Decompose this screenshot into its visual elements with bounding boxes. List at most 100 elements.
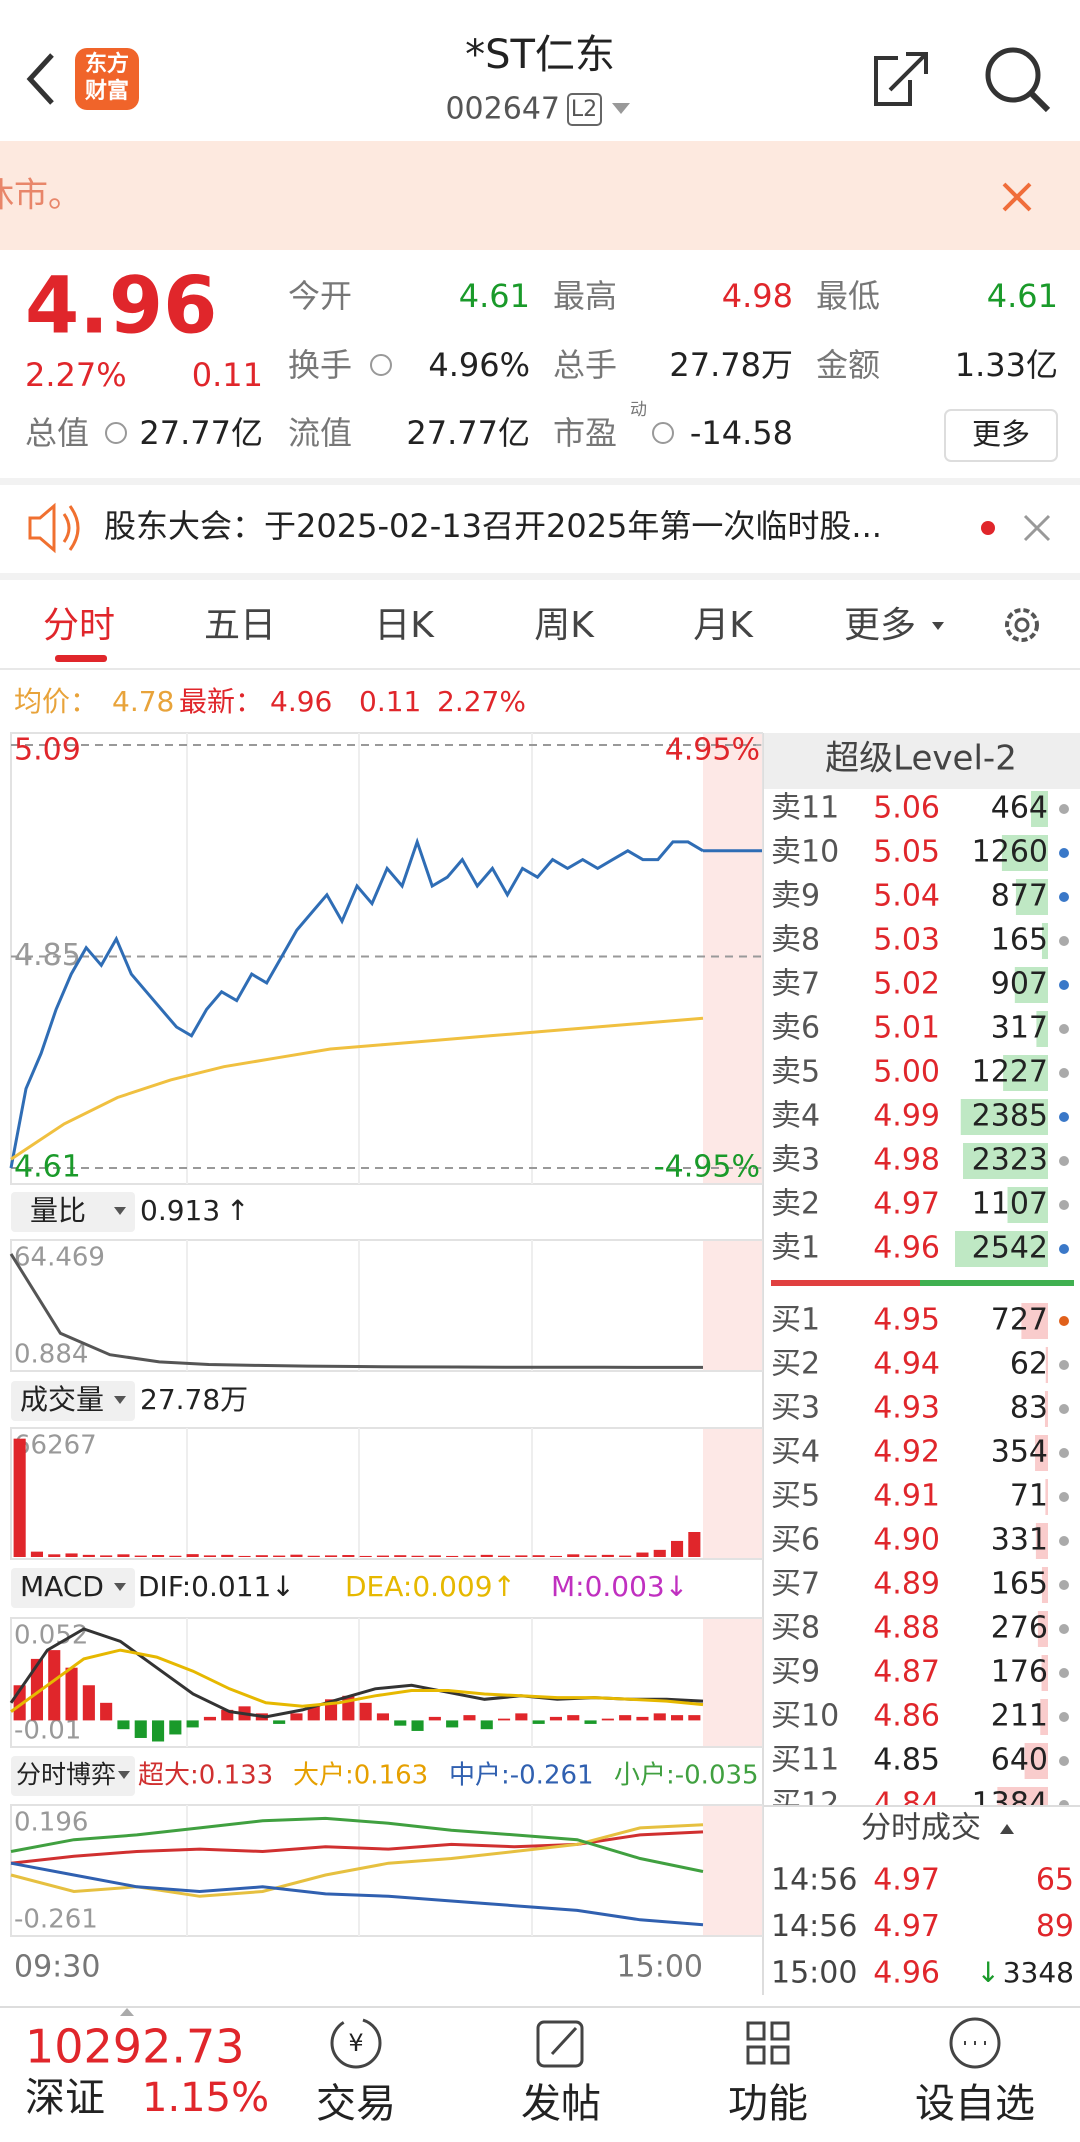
volume-bar — [1037, 1611, 1048, 1647]
tab[interactable]: 更多 — [844, 605, 916, 646]
bar — [601, 1718, 614, 1721]
bar — [532, 1555, 545, 1557]
book-dot — [1059, 1580, 1069, 1590]
share-icon[interactable] — [874, 52, 928, 106]
bar — [428, 1555, 441, 1557]
book-volume: 331 — [991, 1523, 1048, 1558]
close-notice[interactable] — [1023, 514, 1051, 542]
nav-label[interactable]: 设自选 — [915, 2081, 1035, 2127]
index-pct: 1.15% — [142, 2075, 269, 2121]
indicator-select[interactable] — [11, 1568, 135, 1608]
indicator-select[interactable] — [11, 1381, 135, 1421]
field-label: 流值 — [288, 414, 352, 452]
bar — [463, 1715, 476, 1721]
book-price: 5.05 — [873, 835, 940, 870]
index-value: 10292.73 — [25, 2020, 245, 2074]
more-button[interactable] — [944, 409, 1058, 462]
bar — [394, 1720, 407, 1726]
book-price: 4.97 — [873, 1187, 940, 1222]
volume-bar — [1045, 1479, 1048, 1515]
bar — [221, 1554, 234, 1557]
book-price: 4.94 — [873, 1347, 940, 1382]
book-dot — [1059, 804, 1069, 814]
volume-bar — [1035, 1523, 1048, 1559]
bar — [359, 1555, 372, 1557]
function-icon[interactable] — [746, 2021, 790, 2065]
field-value: 1.33亿 — [955, 346, 1058, 384]
tab[interactable]: 周K — [534, 605, 595, 646]
book-label: 卖3 — [771, 1143, 820, 1178]
bar — [30, 1658, 44, 1721]
book-price: 4.93 — [873, 1391, 940, 1426]
post-icon[interactable] — [536, 2020, 584, 2068]
volume-bar — [1035, 1435, 1048, 1471]
book-dot — [1059, 1112, 1069, 1122]
notice-text[interactable]: 股东大会：于2025-02-13召开2025年第一次临时股... — [104, 507, 882, 545]
after-hours-zone — [703, 1619, 762, 1746]
expand-arrow[interactable] — [120, 2008, 134, 2016]
tab[interactable]: 五日 — [204, 605, 276, 646]
post-icon — [550, 2026, 578, 2056]
bar — [549, 1716, 563, 1721]
book-dot — [1059, 892, 1069, 902]
trade-volume: 89 — [1036, 1909, 1074, 1944]
settings-icon[interactable] — [1005, 608, 1039, 642]
bar — [203, 1555, 217, 1557]
info-icon[interactable] — [370, 354, 392, 376]
book-label: 卖8 — [771, 923, 820, 958]
nav-label[interactable]: 交易 — [316, 2081, 396, 2127]
field-value: 4.61 — [987, 277, 1058, 315]
trade-price: 4.96 — [873, 1956, 940, 1991]
y-tick-label: -0.01 — [14, 1716, 81, 1746]
back-button[interactable] — [26, 53, 54, 105]
search-icon[interactable] — [985, 47, 1041, 103]
info-icon[interactable] — [105, 422, 127, 444]
bar — [497, 1555, 511, 1557]
collapse-arrow[interactable] — [1000, 1824, 1014, 1834]
custom-icon[interactable] — [949, 2017, 1001, 2069]
book-label: 买1 — [771, 1303, 820, 1338]
field-label: 今开 — [288, 277, 352, 315]
book-dot — [1059, 1492, 1069, 1502]
bar — [670, 1715, 684, 1721]
stock-code: 002647 — [445, 92, 560, 127]
bar — [169, 1555, 182, 1557]
indicator-select[interactable] — [11, 1756, 135, 1796]
tab[interactable]: 分时 — [43, 605, 115, 646]
book-price: 4.98 — [873, 1143, 940, 1178]
volume-bar — [1014, 967, 1048, 1003]
close-banner[interactable] — [1002, 182, 1032, 212]
avg-label: 均价： — [14, 685, 98, 718]
bar — [82, 1685, 95, 1721]
book-dot — [1059, 1800, 1069, 1806]
avg-value: 4.78 — [112, 685, 174, 718]
indicator-select[interactable] — [11, 1192, 135, 1232]
bar — [567, 1715, 580, 1721]
y-tick-label: 0.052 — [14, 1621, 88, 1651]
series-line — [10, 1648, 704, 1713]
book-dot — [1059, 848, 1069, 858]
field-value: 4.61 — [459, 277, 530, 315]
bar — [48, 1650, 61, 1721]
book-label: 买6 — [771, 1523, 820, 1558]
index-name: 深证 — [25, 2075, 105, 2121]
bar — [290, 1554, 303, 1557]
nav-label[interactable]: 功能 — [728, 2081, 808, 2127]
indicator-value: DEA:0.009↑ — [345, 1570, 516, 1603]
book-label: 卖5 — [771, 1055, 820, 1090]
trade-icon[interactable] — [330, 2017, 382, 2069]
tab[interactable]: 月K — [693, 605, 754, 646]
book-label: 买9 — [771, 1655, 820, 1690]
info-icon[interactable] — [652, 422, 674, 444]
bar — [82, 1554, 95, 1557]
bar — [290, 1713, 303, 1721]
book-price: 4.85 — [873, 1743, 940, 1778]
logo-text: 东方 — [85, 51, 129, 77]
trades-panel — [764, 1806, 1080, 1996]
y-tick-label: 5.09 — [14, 733, 81, 768]
y-tick-label: -0.261 — [14, 1905, 98, 1935]
dropdown-arrow[interactable] — [612, 103, 630, 114]
tab[interactable]: 日K — [374, 605, 435, 646]
nav-label[interactable]: 发帖 — [521, 2081, 601, 2127]
time-label: 09:30 — [14, 1950, 100, 1985]
